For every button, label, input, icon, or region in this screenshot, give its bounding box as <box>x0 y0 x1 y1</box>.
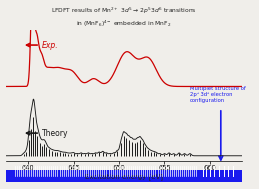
Text: Multiplet structure of
2p⁵ 3d⁶ electron
configuration: Multiplet structure of 2p⁵ 3d⁶ electron … <box>190 86 246 103</box>
X-axis label: Excitation energy [eV]: Excitation energy [eV] <box>85 173 163 180</box>
Text: Theory: Theory <box>42 129 68 138</box>
Title: LFDFT results of Mn$^{2+}$ 3$d^{5}$ → 2$p^{5}$3$d^{6}$ transitions
in (MnF$_{6}$: LFDFT results of Mn$^{2+}$ 3$d^{5}$ → 2$… <box>51 5 197 29</box>
Text: Exp.: Exp. <box>42 41 59 50</box>
